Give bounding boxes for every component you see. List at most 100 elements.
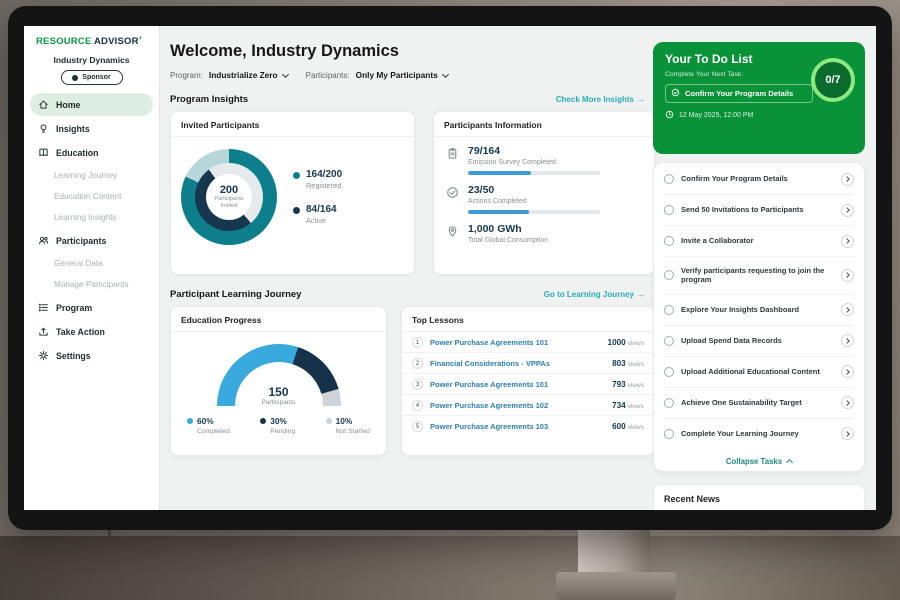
insights-icon	[38, 123, 49, 134]
take-action-icon	[38, 326, 49, 337]
task-confirm-program[interactable]: Confirm Your Program Details	[664, 164, 854, 195]
todo-summary-card: Your To Do List Complete Your Next Task:…	[653, 42, 865, 154]
legend-registered: 164/200 Registered	[293, 169, 342, 190]
sidebar-item-learning-insights[interactable]: Learning Insights	[54, 213, 117, 223]
task-checkbox[interactable]	[664, 205, 674, 215]
invited-donut-chart: 200 Participants Invited	[181, 149, 277, 245]
task-complete-learning-journey[interactable]: Complete Your Learning Journey	[664, 419, 854, 449]
invited-participants-card: Invited Participants 200 Participants In…	[170, 111, 415, 275]
sidebar-item-manage-participants[interactable]: Manage Participants	[54, 280, 129, 290]
chevron-up-icon	[786, 458, 794, 466]
filter-bar: Program: Industrialize Zero Participants…	[170, 70, 653, 80]
not-started-dot-icon	[325, 418, 332, 424]
rank-badge: 4	[412, 399, 423, 411]
logo-advisor: ADVISOR+	[93, 36, 143, 48]
sidebar-item-home[interactable]: Home	[30, 93, 153, 117]
task-achieve-target[interactable]: Achieve One Sustainability Target	[664, 388, 854, 419]
rank-badge: 5	[412, 420, 423, 432]
sponsor-icon	[72, 74, 79, 81]
donut-center-label: Participants Invited	[214, 196, 244, 209]
next-task-button[interactable]: Confirm Your Program Details	[665, 84, 813, 103]
sponsor-label: Sponsor	[82, 74, 111, 82]
check-more-insights-link[interactable]: Check More Insights →	[555, 95, 645, 104]
chevron-right-icon[interactable]	[841, 427, 854, 440]
task-invite-collaborator[interactable]: Invite a Collaborator	[664, 226, 854, 257]
program-filter-dropdown[interactable]: Industrialize Zero	[209, 70, 289, 80]
program-insights-title: Program Insights	[170, 94, 249, 105]
invited-donut-inner-ring: 200 Participants Invited	[195, 163, 263, 231]
participants-info-title: Participants Information	[434, 112, 654, 137]
monitor-stand	[578, 528, 650, 576]
chevron-right-icon[interactable]	[841, 203, 854, 217]
sidebar-item-settings[interactable]: Settings	[30, 344, 153, 367]
sidebar-item-education-content[interactable]: Education Content	[54, 192, 122, 202]
legend-not-started: 10% Not Started	[325, 416, 370, 435]
sidebar-item-program[interactable]: Program	[30, 296, 153, 319]
lesson-link[interactable]: Power Purchase Agreements 101	[430, 337, 549, 347]
survey-clipboard-icon	[446, 147, 459, 175]
actions-completed-row: 23/50 Actions Completed	[434, 176, 654, 215]
task-checkbox[interactable]	[664, 270, 674, 281]
task-checkbox[interactable]	[664, 304, 674, 315]
global-consumption-row: 1,000 GWh Total Global Consumption	[434, 215, 654, 250]
sidebar-item-take-action[interactable]: Take Action	[30, 320, 153, 343]
task-checkbox[interactable]	[664, 335, 674, 346]
sponsor-badge[interactable]: Sponsor	[60, 70, 123, 86]
page-title: Welcome, Industry Dynamics	[170, 42, 399, 60]
task-checkbox[interactable]	[664, 236, 674, 246]
task-upload-spend-data[interactable]: Upload Spend Data Records	[664, 326, 854, 357]
task-send-invitations[interactable]: Send 50 Invitations to Participants	[664, 195, 854, 226]
dashboard-screen: RESOURCE ADVISOR+ Industry Dynamics Spon…	[24, 26, 876, 510]
sidebar-item-general-data[interactable]: General Data	[54, 259, 103, 269]
task-checkbox[interactable]	[664, 366, 674, 377]
learning-journey-title: Participant Learning Journey	[170, 289, 302, 300]
task-checkbox[interactable]	[664, 428, 674, 439]
lesson-link[interactable]: Financial Considerations - VPPAs	[430, 358, 550, 368]
todo-tasks-card: Confirm Your Program Details Send 50 Inv…	[653, 162, 865, 472]
go-to-learning-journey-link[interactable]: Go to Learning Journey →	[543, 290, 645, 299]
task-upload-educational-content[interactable]: Upload Additional Educational Content	[664, 357, 854, 388]
sidebar-item-learning-journey[interactable]: Learning Journey	[54, 171, 118, 181]
lesson-row-1: 1 Power Purchase Agreements 101 1000 view…	[402, 332, 654, 353]
emission-survey-progressbar	[468, 171, 600, 175]
main-content: Welcome, Industry Dynamics Program: Indu…	[160, 26, 655, 510]
collapse-tasks-button[interactable]: Collapse Tasks	[664, 449, 854, 470]
gauge-center-value: 150	[268, 385, 289, 399]
chevron-right-icon[interactable]	[841, 334, 854, 347]
sidebar-item-insights[interactable]: Insights	[30, 117, 153, 140]
program-filter-label: Program:	[170, 70, 203, 80]
sidebar-nav: Home Insights Education Learning Journey…	[24, 93, 159, 367]
task-explore-insights[interactable]: Explore Your Insights Dashboard	[664, 295, 854, 326]
registered-dot-icon	[293, 172, 300, 179]
sidebar-item-education[interactable]: Education	[30, 141, 153, 164]
lesson-link[interactable]: Power Purchase Agreements 102	[430, 400, 549, 410]
lesson-link[interactable]: Power Purchase Agreements 101	[430, 379, 549, 389]
task-verify-participants[interactable]: Verify participants requesting to join t…	[664, 257, 854, 295]
learning-journey-header: Participant Learning Journey Go to Learn…	[170, 289, 645, 300]
desk-surface	[0, 536, 900, 600]
chevron-right-icon[interactable]	[841, 234, 854, 248]
task-checkbox[interactable]	[664, 174, 674, 184]
chevron-right-icon[interactable]	[841, 268, 854, 282]
task-checkbox[interactable]	[664, 397, 674, 408]
participants-filter-dropdown[interactable]: Only My Participants	[356, 70, 449, 80]
program-insights-header: Program Insights Check More Insights →	[170, 94, 645, 105]
check-circle-icon	[671, 88, 680, 99]
chevron-right-icon[interactable]	[841, 396, 854, 409]
check-circle-icon	[446, 186, 459, 214]
next-task-datetime: 12 May 2025, 12:00 PM	[665, 110, 853, 121]
chevron-right-icon[interactable]	[841, 365, 854, 378]
recent-news-header[interactable]: Recent News	[653, 484, 865, 510]
lesson-row-3: 3 Power Purchase Agreements 101 793 views	[402, 374, 654, 395]
sidebar-item-participants[interactable]: Participants	[30, 229, 153, 252]
gauge-center-label: Participants	[261, 399, 296, 406]
chevron-right-icon[interactable]	[841, 303, 854, 316]
lesson-link[interactable]: Power Purchase Agreements 103	[430, 421, 549, 431]
insights-cards-row: Invited Participants 200 Participants In…	[170, 111, 655, 275]
org-name: Industry Dynamics	[53, 55, 130, 66]
clock-icon	[665, 110, 674, 121]
education-legend: 60% Completed 30% Pending 10% Not Starte…	[171, 406, 386, 435]
todo-subtitle: Complete Your Next Task:	[665, 71, 744, 78]
chevron-right-icon[interactable]	[841, 172, 854, 186]
